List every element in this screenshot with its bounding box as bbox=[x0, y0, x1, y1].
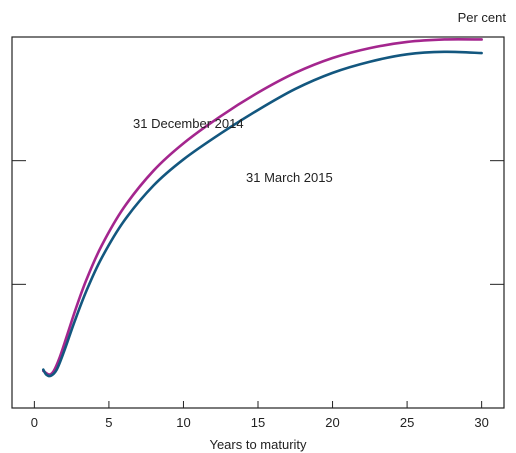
x-tick-label-20: 20 bbox=[325, 415, 339, 430]
series-line-1 bbox=[42, 50, 483, 378]
x-tick-label-10: 10 bbox=[176, 415, 190, 430]
series-lines bbox=[42, 37, 483, 378]
x-tick-label-15: 15 bbox=[251, 415, 265, 430]
y-axis-unit-label: Per cent bbox=[458, 10, 507, 25]
series-line-0 bbox=[42, 37, 483, 376]
series-label-mar-2015: 31 March 2015 bbox=[246, 170, 333, 185]
x-tick-label-25: 25 bbox=[400, 415, 414, 430]
x-axis-label: Years to maturity bbox=[209, 437, 307, 452]
x-tick-label-0: 0 bbox=[31, 415, 38, 430]
x-ticks: 0 5 10 15 20 25 30 bbox=[31, 401, 489, 430]
x-tick-label-30: 30 bbox=[474, 415, 488, 430]
x-tick-label-5: 5 bbox=[105, 415, 112, 430]
y-ticks bbox=[12, 160, 504, 285]
series-label-dec-2014: 31 December 2014 bbox=[133, 116, 244, 131]
